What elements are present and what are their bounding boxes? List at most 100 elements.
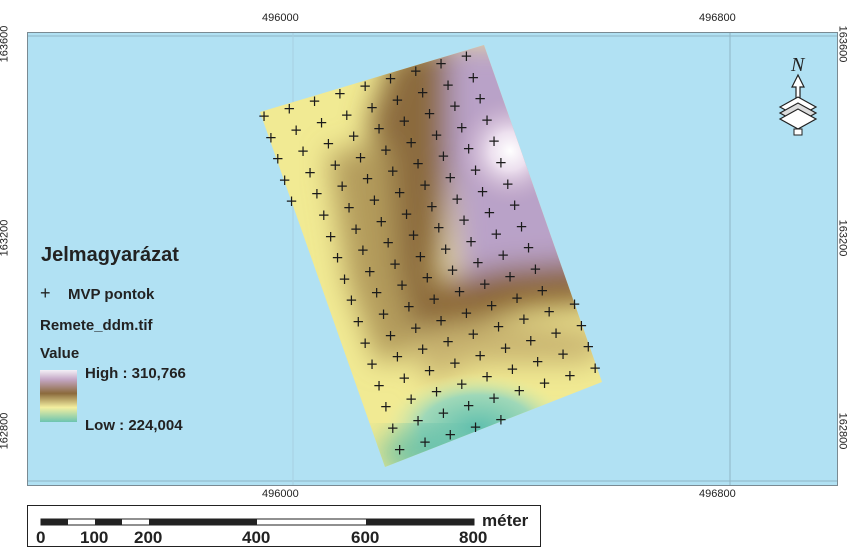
mvp-point: + [380,398,393,416]
mvp-point: + [324,227,337,245]
plus-marker-icon: + [40,283,51,303]
mvp-point: + [283,100,296,118]
mvp-point: + [304,163,317,181]
mvp-point: + [366,355,379,373]
legend-item-mvp: + MVP pontok [40,283,154,304]
mvp-point: + [373,376,386,394]
mvp-point: + [497,246,510,264]
scale-bar-graphic [40,518,475,526]
mvp-point: + [550,324,563,342]
mvp-point: + [557,345,570,363]
mvp-point: + [410,62,423,80]
mvp-point: + [458,211,471,229]
mvp-point: + [481,111,494,129]
mvp-point: + [538,374,551,392]
mvp-point: + [405,133,418,151]
mvp-point: + [543,303,556,321]
color-ramp [40,370,77,422]
mvp-point: + [433,219,446,237]
mvp-point: + [311,185,324,203]
mvp-point: + [412,412,425,430]
x-tick-top-496000: 496000 [262,12,299,24]
mvp-point: + [462,140,475,158]
map-canvas[interactable]: + + + + + + + + + + + + + + + + + + + + + + + + + + + + + + + + + + + + + + + +… [28,33,837,485]
mvp-point: + [347,127,360,145]
mvp-point: + [359,334,372,352]
scale-bar: méter 0 100 200 400 600 800 [27,505,541,547]
mvp-point: + [403,298,416,316]
mvp-point: + [504,268,517,286]
mvp-point: + [370,284,383,302]
mvp-point: + [495,154,508,172]
legend-raster-name: Remete_ddm.tif [40,317,153,334]
mvp-point: + [354,148,367,166]
mvp-point: + [437,147,450,165]
mvp-point: + [460,47,473,65]
mvp-point: + [515,217,528,235]
mvp-point: + [451,190,464,208]
mvp-point: + [428,290,441,308]
mvp-point: + [329,156,342,174]
mvp-point: + [419,433,432,451]
mvp-point: + [338,270,351,288]
mvp-point: + [426,197,439,215]
mvp-point: + [488,389,501,407]
north-letter: N [790,54,806,76]
mvp-point: + [529,260,542,278]
mvp-point: + [410,319,423,337]
mvp-point: + [421,269,434,287]
mvp-point: + [412,155,425,173]
legend-low: Low : 224,004 [85,417,183,434]
mvp-point: + [522,239,535,257]
mvp-point: + [343,199,356,217]
mvp-point: + [481,368,494,386]
mvp-point: + [444,425,457,443]
mvp-point: + [508,196,521,214]
legend-high: High : 310,766 [85,365,186,382]
mvp-point: + [361,170,374,188]
mvp-point: + [525,331,538,349]
mvp-point: + [334,85,347,103]
map-frame[interactable]: + + + + + + + + + + + + + + + + + + + + + + + + + + + + + + + + + + + + + + + +… [27,32,838,486]
mvp-point: + [297,142,310,160]
mvp-point: + [474,346,487,364]
mvp-point: + [407,226,420,244]
mvp-point: + [582,338,595,356]
scale-label-100: 100 [80,528,109,547]
mvp-point: + [387,162,400,180]
mvp-point: + [357,241,370,259]
mvp-point: + [437,404,450,422]
mvp-point: + [513,382,526,400]
mvp-point: + [444,169,457,187]
mvp-point: + [352,313,365,331]
mvp-point: + [430,126,443,144]
scale-label-400: 400 [242,528,271,547]
mvp-point: + [456,375,469,393]
scale-label-600: 600 [351,528,380,547]
mvp-point: + [495,410,508,428]
mvp-point: + [405,390,418,408]
mvp-point: + [414,247,427,265]
x-tick-top-496800: 496800 [699,12,736,24]
mvp-point: + [396,276,409,294]
mvp-point: + [398,369,411,387]
legend-value-label: Value [40,345,80,362]
mvp-point: + [492,318,505,336]
mvp-point: + [589,359,602,377]
mvp-point: + [368,191,381,209]
mvp-point: + [490,225,503,243]
mvp-point: + [446,261,459,279]
mvp-point: + [564,367,577,385]
mvp-point: + [467,325,480,343]
mvp-point: + [322,135,335,153]
mvp-point: + [416,340,429,358]
y-tick-right-163600: 163600 [836,25,849,63]
mvp-point: + [449,97,462,115]
mvp-point: + [416,83,429,101]
mvp-point: + [278,171,291,189]
mvp-point: + [391,348,404,366]
mvp-point: + [382,234,395,252]
mvp-point: + [474,90,487,108]
y-tick-left-163200: 163200 [0,219,11,257]
mvp-point: + [366,98,379,116]
